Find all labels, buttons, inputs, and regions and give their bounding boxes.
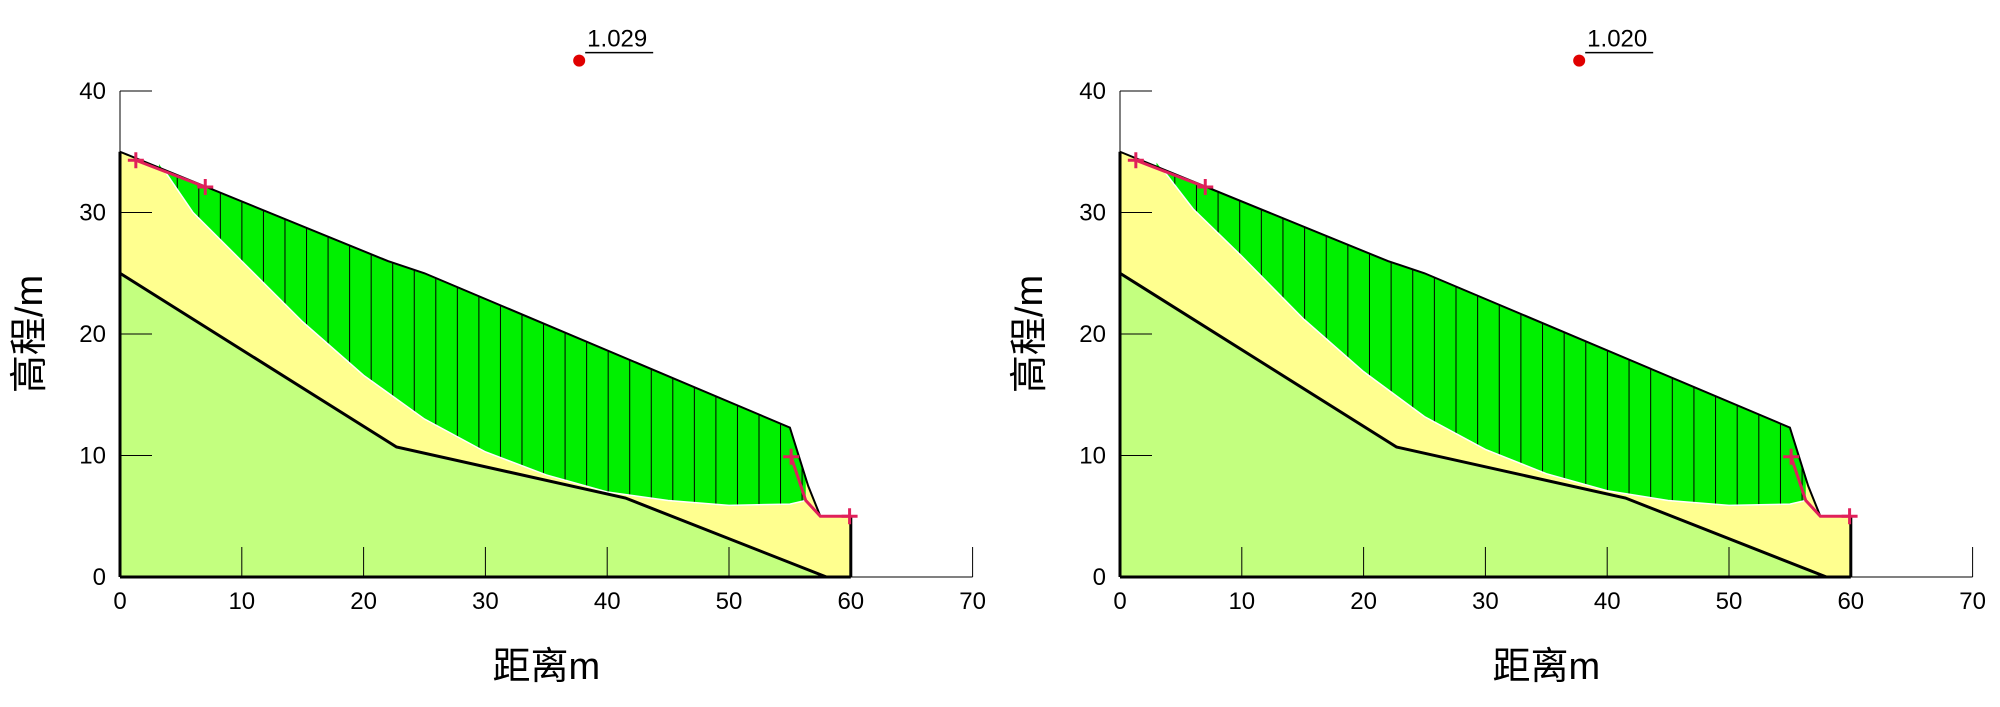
x-tick-label: 20 <box>1350 588 1377 615</box>
factor-of-safety-label: 1.020 <box>1587 26 1647 53</box>
x-tick-label: 10 <box>1228 588 1255 615</box>
slip-mass <box>158 162 806 506</box>
y-tick-label: 10 <box>1079 443 1106 470</box>
x-tick-label: 70 <box>1959 588 1986 615</box>
x-tick-label: 70 <box>959 588 986 615</box>
toe-marker-line <box>789 456 850 518</box>
toe-marker-line <box>1789 456 1850 518</box>
y-tick-label: 0 <box>1093 564 1106 591</box>
crest-marker-line <box>1135 158 1206 189</box>
x-tick-label: 60 <box>837 588 864 615</box>
lower-soil-layer <box>1120 273 1827 577</box>
x-axis-title: 距离m <box>492 646 600 688</box>
y-tick-label: 10 <box>79 443 106 470</box>
layer-boundary-line <box>1119 271 1827 579</box>
layer-boundary-line <box>119 271 827 579</box>
x-tick-label: 30 <box>472 588 499 615</box>
x-tick-label: 50 <box>716 588 743 615</box>
x-tick-label: 40 <box>1594 588 1621 615</box>
crest-marker-line <box>135 158 206 189</box>
x-tick-label: 50 <box>1716 588 1743 615</box>
critical-center-point <box>573 54 586 67</box>
x-tick-label: 40 <box>594 588 621 615</box>
slip-surface-line <box>158 162 806 507</box>
y-tick-label: 20 <box>1079 321 1106 348</box>
x-axis-title: 距离m <box>1492 646 1600 688</box>
critical-center-point <box>1573 54 1586 67</box>
x-tick-label: 10 <box>228 588 255 615</box>
x-tick-label: 60 <box>1837 588 1864 615</box>
chart-panel-1: 0 10 20 30 40 50 60 70 0 10 20 30 40 距离m 高程/m 1.029 <box>9 26 986 688</box>
x-tick-label: 30 <box>1472 588 1499 615</box>
chart-panel-2: 0 10 20 30 40 50 60 70 0 10 20 30 40 距离m 高程/m 1.020 <box>1009 26 1986 688</box>
y-tick-label: 30 <box>1079 200 1106 227</box>
y-tick-label: 20 <box>79 321 106 348</box>
slip-mass <box>1156 161 1806 506</box>
y-tick-label: 40 <box>79 78 106 105</box>
x-tick-label: 20 <box>350 588 377 615</box>
y-tick-label: 40 <box>1079 78 1106 105</box>
lower-soil-layer <box>120 273 827 577</box>
x-tick-label: 0 <box>113 588 126 615</box>
x-tick-label: 0 <box>1113 588 1126 615</box>
y-tick-label: 0 <box>93 564 106 591</box>
y-tick-label: 30 <box>79 200 106 227</box>
y-axis-title: 高程/m <box>1009 275 1051 393</box>
slip-surface-line <box>1155 161 1806 507</box>
factor-of-safety-label: 1.029 <box>587 26 647 53</box>
y-axis-title: 高程/m <box>9 275 51 393</box>
